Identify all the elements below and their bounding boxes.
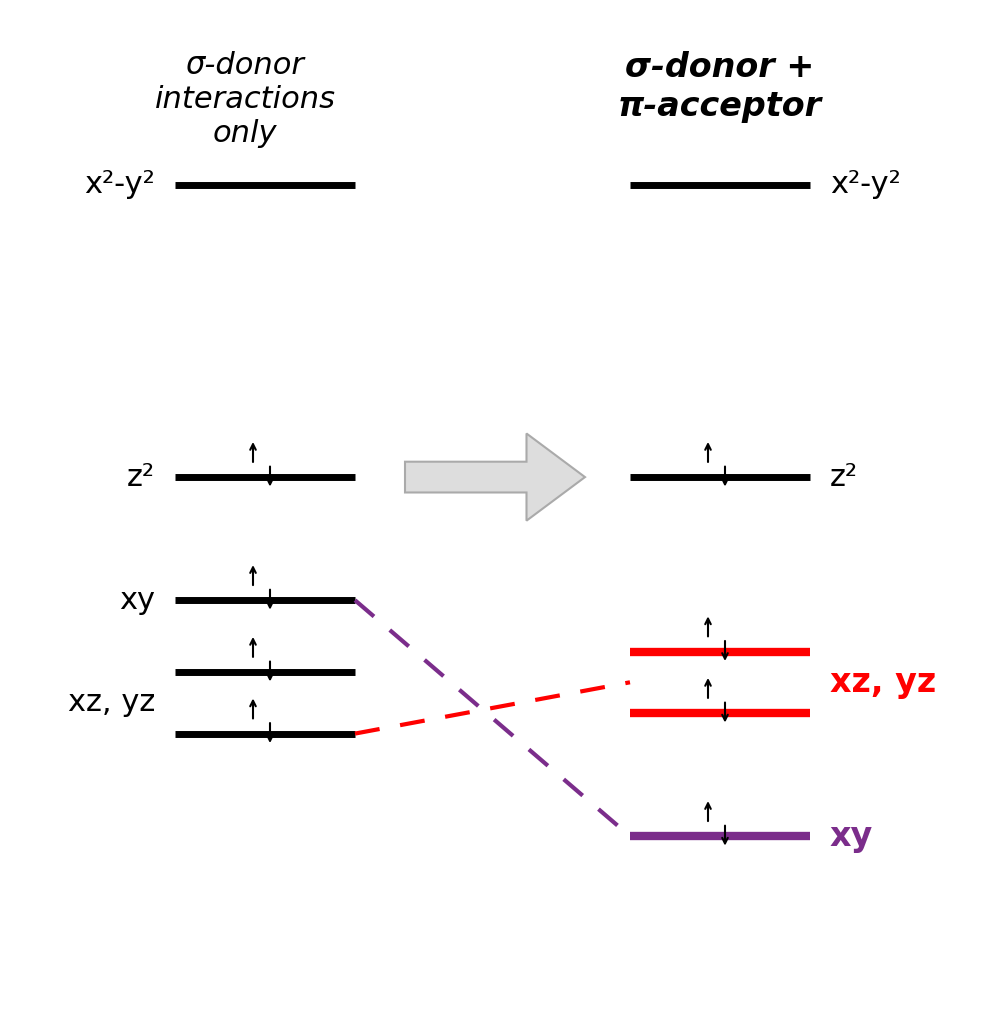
Polygon shape [405, 434, 585, 520]
Text: x²-y²: x²-y² [830, 170, 901, 199]
Text: xz, yz: xz, yz [830, 666, 936, 699]
Text: x²-y²: x²-y² [84, 170, 155, 199]
Text: σ-donor
interactions
only: σ-donor interactions only [154, 51, 336, 148]
Text: xy: xy [119, 586, 155, 615]
Text: xy: xy [830, 820, 873, 853]
Text: z²: z² [830, 463, 858, 491]
Text: xz, yz: xz, yz [68, 688, 155, 717]
Text: σ-donor +
π-acceptor: σ-donor + π-acceptor [618, 51, 822, 122]
Text: z²: z² [127, 463, 155, 491]
